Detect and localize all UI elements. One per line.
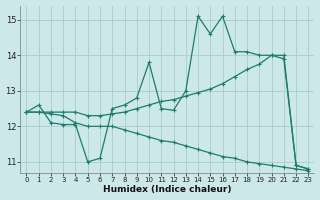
X-axis label: Humidex (Indice chaleur): Humidex (Indice chaleur) [103, 185, 232, 194]
